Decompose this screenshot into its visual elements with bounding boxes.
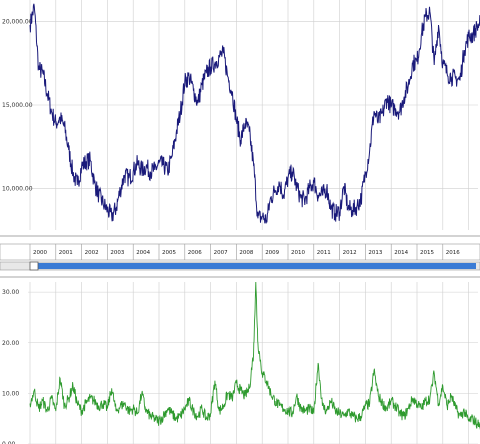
- timeline-year-label[interactable]: 2008: [239, 250, 253, 256]
- timeline-year-label[interactable]: 2000: [33, 250, 47, 256]
- timeline-year-label[interactable]: 2005: [162, 250, 176, 256]
- timeline-year-label[interactable]: 2015: [420, 250, 434, 256]
- volatility-axis-tick-label: 0.00: [2, 441, 16, 444]
- timeline-year-label[interactable]: 2001: [59, 250, 73, 256]
- timeline-year-label[interactable]: 2006: [188, 250, 202, 256]
- volatility-axis-tick-label: 10.00: [2, 390, 19, 397]
- scrollbar-range-fill[interactable]: [38, 263, 476, 269]
- range-scrollbar[interactable]: [0, 261, 480, 271]
- y-axis-tick-label: 20,000.00: [2, 19, 33, 26]
- timeline-year-label[interactable]: 2014: [394, 250, 408, 256]
- timeline-background: [0, 243, 480, 261]
- timeline-year-label[interactable]: 2010: [291, 250, 305, 256]
- volatility-series-line: [29, 281, 480, 430]
- y-axis-tick-label: 15,000.00: [2, 102, 33, 109]
- y-axis-tick-label: 10,000.00: [2, 185, 33, 192]
- timeline-year-label[interactable]: 2013: [368, 250, 382, 256]
- timeline-year-label[interactable]: 2004: [136, 250, 150, 256]
- volatility-axis-tick-label: 30.00: [2, 289, 19, 296]
- timeline-year-label[interactable]: 2003: [110, 250, 124, 256]
- timeline-year-label[interactable]: 2016: [446, 250, 460, 256]
- timeline-year-label[interactable]: 2011: [317, 250, 331, 256]
- timeline-year-label[interactable]: 2009: [265, 250, 279, 256]
- timeline-year-label[interactable]: 2007: [214, 250, 228, 256]
- scrollbar-left-handle[interactable]: [29, 261, 39, 271]
- volatility-axis-tick-label: 20.00: [2, 340, 19, 347]
- timeline-year-label[interactable]: 2012: [343, 250, 357, 256]
- timeline-year-label[interactable]: 2002: [85, 250, 99, 256]
- price-series-line: [29, 3, 480, 224]
- year-timeline[interactable]: 2000 2001 2002 2003 2004 2005 2006 2007 2008 2009…: [0, 243, 480, 261]
